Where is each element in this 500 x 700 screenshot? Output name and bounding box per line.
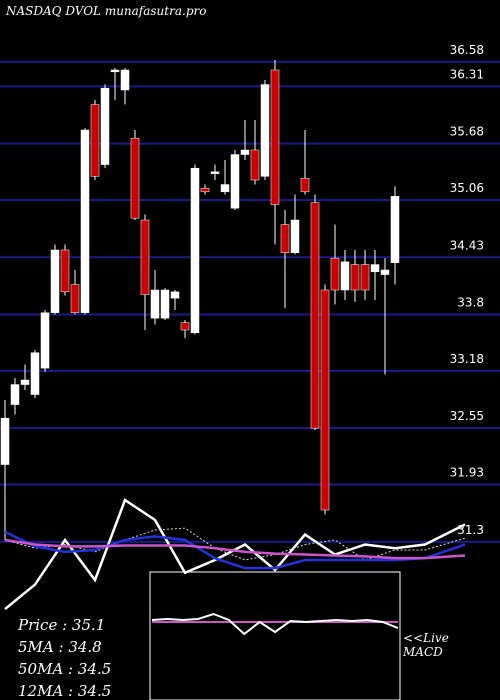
candle-body [250,149,260,181]
info-text: 50MA : 34.5 [18,660,111,678]
indicator-line [4,530,466,570]
candle-body [150,289,160,319]
candle-body [310,202,320,429]
candle-body [80,129,90,313]
macd-line [151,612,399,636]
y-tick-label: 35.06 [450,181,484,195]
candle-body [40,312,50,369]
chart-title: NASDAQ DVOL munafasutra.pro [5,4,206,18]
indicator-line [4,498,466,611]
candle-body [290,219,300,253]
candle-body [390,196,400,263]
candle-body [170,291,180,299]
candle-body [210,171,220,174]
candle-body [10,384,20,405]
candle-body [0,417,10,465]
candle-body [280,224,290,253]
candle-body [190,167,200,333]
y-tick-label: 31.93 [450,466,484,480]
y-tick-label: 34.43 [450,238,484,252]
candle-body [130,137,140,219]
live-label: <<Live [403,631,449,645]
candle-body [20,379,30,385]
y-tick-label: 36.58 [450,43,484,57]
y-tick-label: 31.3 [457,523,484,537]
candle-body [220,184,230,193]
candle-body [100,87,110,165]
candle-body [60,249,70,293]
y-tick-label: 32.55 [450,409,484,423]
candle-body [360,264,370,291]
candle-body [50,249,60,313]
candle-body [370,264,380,273]
candle-body [270,69,280,205]
y-tick-label: 33.18 [450,352,484,366]
macd-box [149,571,401,700]
candle-body [340,261,350,291]
candle-body [230,154,240,209]
candle-body [320,289,330,511]
candle-body [350,264,360,291]
live-label: MACD [402,645,443,659]
candle-body [380,269,390,275]
candle-body [180,322,190,331]
candle-body [240,149,250,155]
info-text: Price : 35.1 [17,616,105,634]
candle-body [110,69,120,73]
y-tick-label: 35.68 [450,125,484,139]
candle-body [200,187,210,193]
y-tick-label: 36.31 [450,67,484,81]
info-text: 5MA : 34.8 [18,638,102,656]
candle-body [300,177,310,193]
info-text: 12MA : 34.5 [18,682,111,700]
indicator-line [4,527,466,561]
candle-body [140,219,150,295]
candle-body [90,104,100,177]
y-tick-label: 33.8 [457,296,484,310]
candle-body [160,289,170,319]
candle-body [330,257,340,291]
indicator-line [4,538,466,560]
candle-body [120,69,130,91]
candle-body [30,352,40,395]
candle-body [70,284,80,313]
candle-body [260,84,270,177]
